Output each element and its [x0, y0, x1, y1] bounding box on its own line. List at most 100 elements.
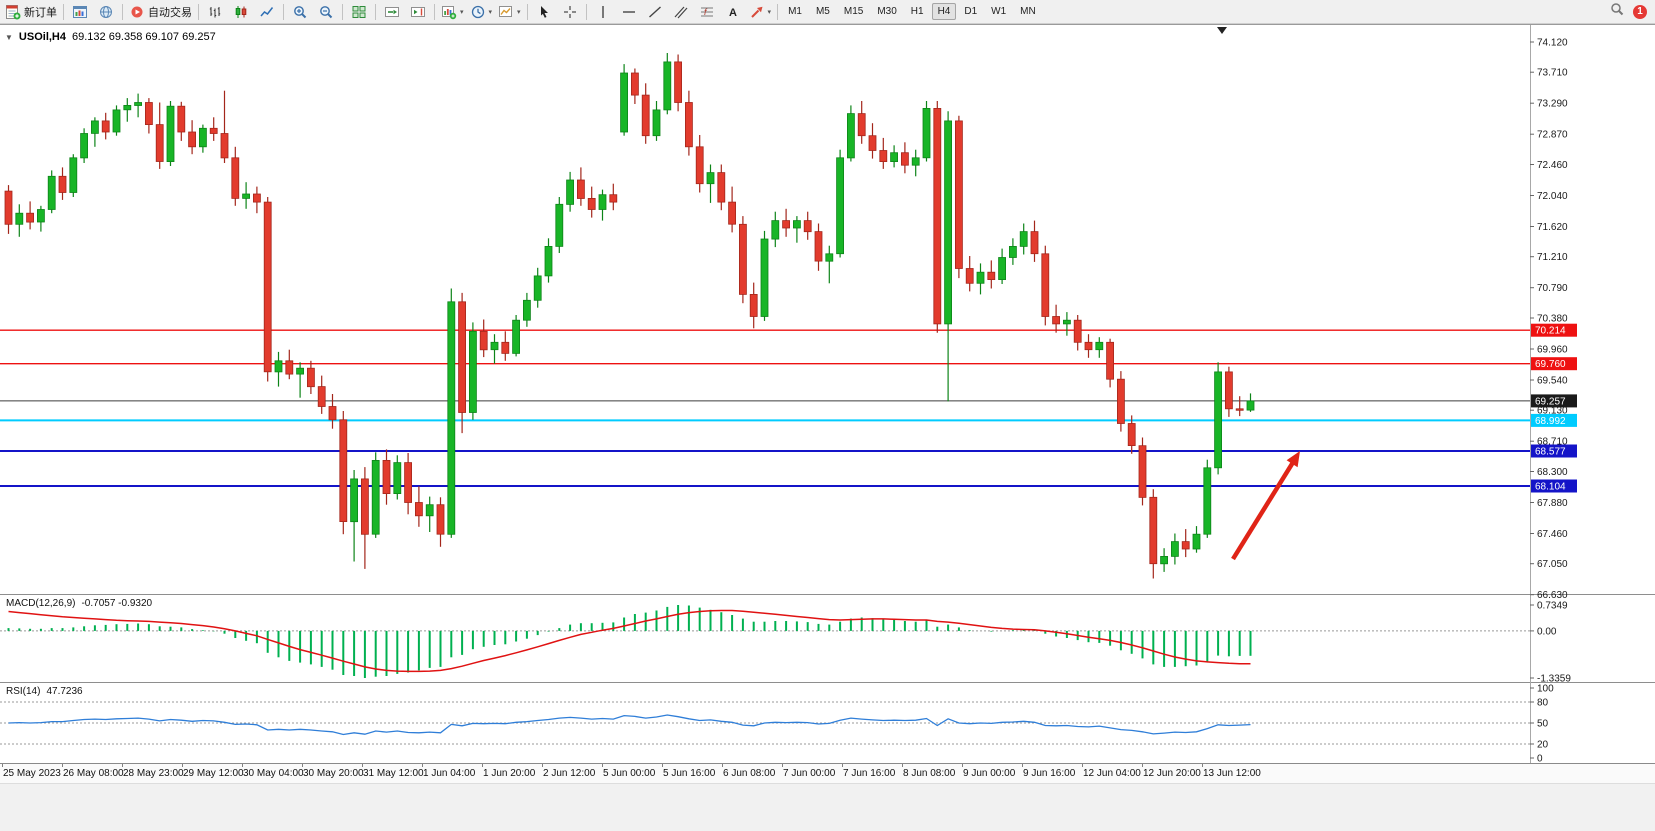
chart-shift-button[interactable]: [405, 2, 431, 22]
trend-arrow-annotation[interactable]: [1231, 451, 1300, 561]
timeframe-m5-button[interactable]: M5: [815, 6, 830, 17]
trendline-button[interactable]: [642, 2, 668, 22]
svg-text:73.290: 73.290: [1537, 99, 1568, 110]
time-axis-tick: [902, 764, 903, 767]
time-axis-tick: [1082, 764, 1083, 767]
timeframe-group: M1 M5 M15 M30 H1 H4 D1 W1 MN: [781, 0, 1043, 23]
profile-icon: [98, 4, 114, 20]
new-chart-button[interactable]: ▾: [438, 2, 467, 22]
svg-text:A: A: [729, 7, 737, 19]
search-icon[interactable]: [1609, 1, 1625, 22]
timeframe-m30-button[interactable]: M30: [877, 6, 897, 17]
vline-icon: [595, 4, 611, 20]
time-axis[interactable]: 25 May 2023 26 May 08:00 28 May 23:00 29 Ma…: [0, 763, 1655, 784]
timeframe-m15-button[interactable]: M15: [843, 6, 864, 17]
candle-chart-mode-button[interactable]: [228, 2, 254, 22]
time-axis-tick: [242, 764, 243, 767]
timeframe-d1-button[interactable]: D1: [964, 6, 978, 17]
macd-values: -0.7057 -0.9320: [81, 598, 153, 609]
timeframe-h1-button[interactable]: H1: [910, 6, 924, 17]
svg-text:68.710: 68.710: [1537, 437, 1568, 448]
timeframe-m1-button[interactable]: M1: [788, 6, 802, 17]
time-axis-label: 9 Jun 00:00: [963, 768, 1016, 779]
notification-badge[interactable]: 1: [1633, 4, 1647, 19]
chevron-down-icon: ▾: [488, 8, 493, 16]
svg-text:20: 20: [1537, 740, 1549, 751]
horizontal-line-button[interactable]: [616, 2, 642, 22]
arrows-tool-button[interactable]: ▾: [746, 2, 775, 22]
crosshair-button[interactable]: [557, 2, 583, 22]
timeframe-mn-button[interactable]: MN: [1020, 6, 1036, 17]
channel-icon: [673, 4, 689, 20]
equidistant-channel-button[interactable]: [668, 2, 694, 22]
templates-button[interactable]: ▾: [495, 2, 524, 22]
periods-button[interactable]: ▾: [467, 2, 496, 22]
chevron-down-icon: ▾: [460, 8, 464, 16]
chevron-down-icon: ▾: [767, 8, 772, 16]
svg-text:69.257: 69.257: [1535, 396, 1566, 407]
price-scale[interactable]: 74.120 73.710 73.290 72.870 72.460 72.040 71.6…: [1530, 38, 1571, 765]
time-axis-tick: [602, 764, 603, 767]
time-axis-label: 13 Jun 12:00: [1203, 768, 1261, 779]
toolbar-separator: [434, 3, 435, 20]
time-axis-tick: [782, 764, 783, 767]
chart-shift-marker[interactable]: [1217, 27, 1227, 34]
tile-windows-button[interactable]: [346, 2, 372, 22]
svg-text:0: 0: [1537, 754, 1543, 764]
new-order-icon: [5, 4, 21, 20]
zoom-out-button[interactable]: [313, 2, 339, 22]
svg-text:74.120: 74.120: [1537, 38, 1568, 49]
zoom-in-button[interactable]: [287, 2, 313, 22]
time-axis-label: 5 Jun 00:00: [603, 768, 656, 779]
fibonacci-button[interactable]: f: [694, 2, 720, 22]
zoom-in-icon: [292, 4, 308, 20]
charts-window-button[interactable]: [67, 2, 93, 22]
pane-separators[interactable]: [0, 594, 1655, 683]
timeframe-w1-button[interactable]: W1: [991, 6, 1007, 17]
toolbar-group: [287, 0, 339, 23]
svg-text:68.577: 68.577: [1535, 447, 1566, 458]
symbol-period-label: USOil,H4: [18, 31, 66, 43]
cursor-button[interactable]: [531, 2, 557, 22]
svg-text:72.870: 72.870: [1537, 130, 1568, 141]
toolbar-group: 新订单: [2, 0, 60, 23]
line-chart-mode-button[interactable]: [254, 2, 280, 22]
time-axis-label: 12 Jun 20:00: [1143, 768, 1201, 779]
bar-chart-mode-button[interactable]: [202, 2, 228, 22]
horizontal-level-lines[interactable]: [0, 329, 1530, 487]
ohlc-values: 69.132 69.358 69.107 69.257: [72, 31, 216, 43]
auto-trading-label: 自动交易: [148, 6, 192, 19]
time-axis-tick: [362, 764, 363, 767]
auto-trading-button[interactable]: 自动交易: [126, 2, 195, 22]
vertical-line-button[interactable]: [590, 2, 616, 22]
svg-text:67.050: 67.050: [1537, 559, 1568, 570]
time-axis-label: 7 Jun 16:00: [843, 768, 896, 779]
toolbar-group: ▾ ▾ ▾: [438, 0, 524, 23]
chart-window: 74.120 73.710 73.290 72.870 72.460 72.040 71.6…: [0, 24, 1655, 831]
svg-text:69.960: 69.960: [1537, 345, 1568, 356]
data-window-button[interactable]: [93, 2, 119, 22]
candle-chart-icon: [233, 4, 249, 20]
svg-text:68.104: 68.104: [1535, 482, 1566, 493]
timeframe-h4-button[interactable]: H4: [931, 3, 957, 20]
text-tool-button[interactable]: A: [720, 2, 746, 22]
price-chart[interactable]: 74.120 73.710 73.290 72.870 72.460 72.040 71.6…: [0, 25, 1655, 768]
time-axis-tick: [542, 764, 543, 767]
chart-shift-icon: [410, 4, 426, 20]
macd-signal-line: [8, 609, 1251, 673]
svg-text:100: 100: [1537, 684, 1554, 695]
time-axis-tick: [1202, 764, 1203, 767]
toolbar-separator: [63, 3, 64, 20]
crosshair-icon: [562, 4, 578, 20]
svg-text:68.300: 68.300: [1537, 467, 1568, 478]
svg-text:72.460: 72.460: [1537, 160, 1568, 171]
svg-text:69.540: 69.540: [1537, 376, 1568, 387]
time-axis-tick: [722, 764, 723, 767]
period-icon: [470, 4, 486, 20]
auto-scroll-button[interactable]: [379, 2, 405, 22]
collapse-panel-icon[interactable]: ▼: [5, 32, 13, 42]
chart-canvas[interactable]: 74.120 73.710 73.290 72.870 72.460 72.040 71.6…: [0, 25, 1655, 765]
new-order-button[interactable]: 新订单: [2, 2, 60, 22]
svg-text:68.992: 68.992: [1535, 416, 1566, 427]
time-axis-label: 25 May 2023: [3, 768, 61, 779]
